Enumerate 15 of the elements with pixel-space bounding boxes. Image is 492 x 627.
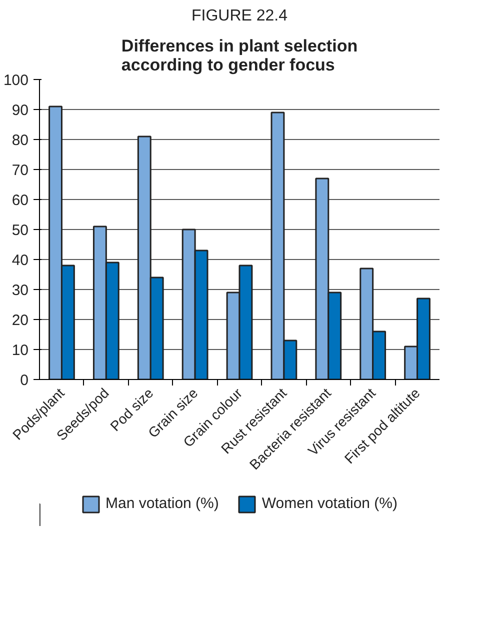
chart-subtitle: Differences in plant selection according to gender focus bbox=[121, 36, 358, 74]
y-tick-label: 10 bbox=[12, 342, 29, 359]
legend-label: Man votation (%) bbox=[106, 495, 219, 512]
legend-label: Women votation (%) bbox=[262, 495, 398, 512]
y-tick-label: 60 bbox=[12, 192, 29, 209]
y-tick-label: 0 bbox=[20, 372, 28, 389]
y-tick-label: 20 bbox=[12, 312, 29, 329]
chart-title: FIGURE 22.4 bbox=[191, 8, 288, 24]
y-tick-label: 30 bbox=[12, 282, 29, 299]
y-tick-label: 80 bbox=[12, 132, 29, 149]
y-tick-label: 70 bbox=[12, 162, 29, 179]
y-tick-label: 90 bbox=[12, 102, 29, 119]
y-tick-label: 100 bbox=[3, 72, 29, 89]
y-tick-label: 50 bbox=[12, 222, 29, 239]
y-tick-label: 40 bbox=[12, 252, 29, 269]
